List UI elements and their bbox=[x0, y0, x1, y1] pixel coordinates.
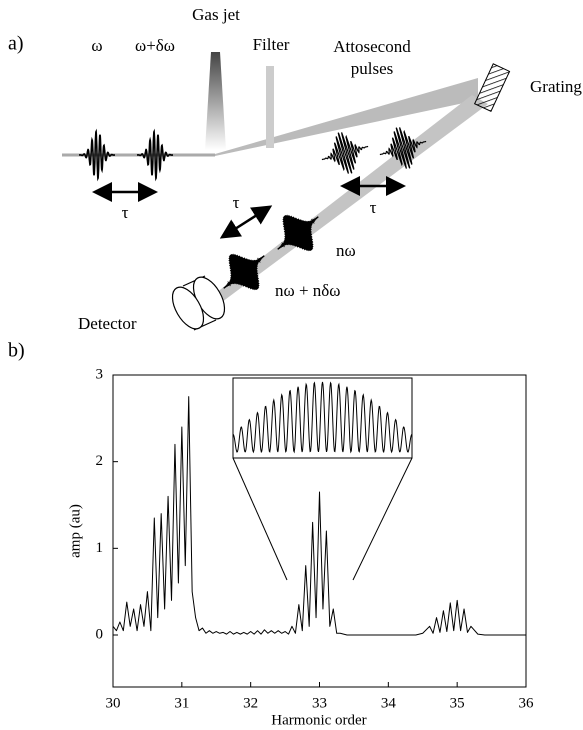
pulse bbox=[277, 214, 319, 252]
y-tick-label: 2 bbox=[96, 453, 104, 469]
harmonic-beam bbox=[215, 78, 478, 156]
label: nω bbox=[336, 241, 356, 260]
y-tick-label: 0 bbox=[96, 626, 104, 642]
label: Gas jet bbox=[192, 5, 240, 24]
delay-arrow bbox=[219, 205, 273, 239]
inset-box bbox=[232, 377, 413, 459]
label: τ bbox=[370, 198, 377, 217]
label: Detector bbox=[78, 314, 137, 333]
x-tick-label: 36 bbox=[519, 695, 535, 711]
panel-label: a) bbox=[8, 33, 24, 55]
label: ω+δω bbox=[135, 36, 175, 55]
x-tick-label: 33 bbox=[312, 695, 327, 711]
label: pulses bbox=[351, 59, 394, 78]
x-axis-label: Harmonic order bbox=[271, 712, 366, 728]
pulses bbox=[78, 127, 427, 291]
pulse bbox=[136, 128, 174, 182]
x-tick-label: 30 bbox=[106, 695, 121, 711]
y-tick-label: 1 bbox=[96, 540, 104, 556]
pulse bbox=[379, 127, 427, 169]
diagram: a) ω ω+δω Gas jet Filter Attosecond puls… bbox=[8, 5, 582, 333]
detector-icon bbox=[171, 275, 226, 331]
inset-connector bbox=[352, 457, 413, 581]
label: Grating bbox=[530, 77, 582, 96]
label: Attosecond bbox=[333, 37, 411, 56]
x-tick-label: 31 bbox=[174, 695, 189, 711]
filter bbox=[266, 66, 274, 148]
label: ω bbox=[91, 36, 102, 55]
y-tick-label: 3 bbox=[96, 366, 104, 382]
label: τ bbox=[122, 203, 129, 222]
label: nω + nδω bbox=[275, 281, 340, 300]
chart: b) Harmonic order amp (au) 30 31 32 33 34 35 3… bbox=[8, 340, 534, 729]
x-tick-label: 34 bbox=[381, 695, 397, 711]
x-tick-label: 32 bbox=[243, 695, 258, 711]
pulse bbox=[321, 132, 369, 174]
y-axis-label: amp (au) bbox=[67, 504, 83, 558]
inset-connector bbox=[232, 457, 288, 581]
panel-label: b) bbox=[8, 340, 25, 362]
x-tick-label: 35 bbox=[450, 695, 465, 711]
gas-jet bbox=[205, 52, 226, 150]
pulse bbox=[78, 128, 116, 182]
inset-trace bbox=[232, 381, 413, 454]
label: τ bbox=[233, 193, 240, 212]
grating bbox=[473, 63, 511, 112]
data-line bbox=[112, 396, 526, 636]
diffracted-beam bbox=[212, 95, 488, 302]
label: Filter bbox=[253, 35, 290, 54]
pulse bbox=[223, 253, 265, 291]
